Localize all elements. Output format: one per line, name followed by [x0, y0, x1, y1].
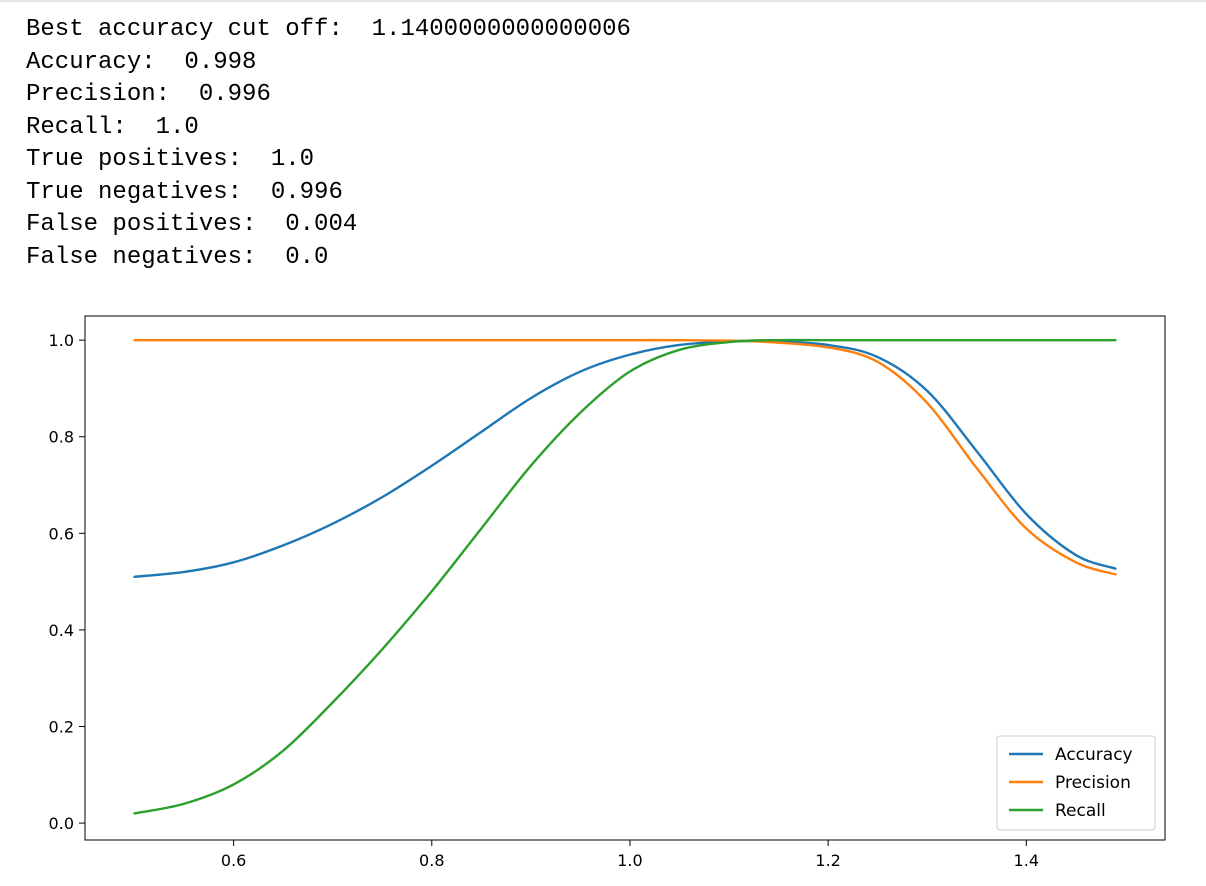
cell-output-text: Best accuracy cut off: 1.140000000000000…: [26, 14, 631, 274]
legend-box: [996, 735, 1156, 831]
x-tick-label: 1.4: [1014, 851, 1039, 870]
x-tick-label: 0.8: [419, 851, 444, 870]
output-true-positives: True positives: 1.0: [26, 146, 315, 173]
output-best-cutoff: Best accuracy cut off: 1.140000000000000…: [26, 16, 631, 43]
y-tick-label: 0.2: [49, 718, 74, 737]
y-tick-label: 0.4: [49, 621, 74, 640]
x-tick-label: 0.6: [221, 851, 246, 870]
output-false-negatives: False negatives: 0.0: [26, 243, 329, 271]
legend: Accuracy Precision Recall: [996, 735, 1156, 831]
y-axis: 0.0 0.2 0.4 0.6 0.8 1.0: [49, 331, 85, 833]
series-line-accuracy: [133, 339, 1117, 578]
legend-label-accuracy: Accuracy: [1055, 745, 1133, 765]
x-tick-label: 1.2: [815, 851, 840, 870]
series-line-recall: [133, 338, 1117, 815]
output-top-border: [0, 0, 1206, 2]
legend-label-precision: Precision: [1055, 773, 1131, 793]
x-axis: 0.6 0.8 1.0 1.2 1.4: [221, 840, 1039, 870]
output-precision: Precision: 0.996: [26, 81, 271, 108]
output-recall: Recall: 1.0: [26, 113, 199, 141]
output-accuracy: Accuracy: 0.998: [26, 48, 257, 76]
metrics-line-chart: 0.6 0.8 1.0 1.2 1.4 0.0 0.2 0.4 0.6 0.8 1.0 Accur…: [49, 315, 1166, 870]
y-tick-label: 0.0: [49, 814, 74, 833]
x-tick-label: 1.0: [617, 851, 642, 870]
y-tick-label: 0.8: [49, 428, 74, 447]
legend-label-recall: Recall: [1055, 801, 1106, 821]
series-line-precision: [133, 338, 1117, 576]
series-layer: [133, 338, 1117, 815]
output-true-negatives: True negatives: 0.996: [26, 178, 343, 206]
y-tick-label: 1.0: [49, 331, 74, 350]
axes-frame: [84, 315, 1166, 841]
output-false-positives: False positives: 0.004: [26, 211, 358, 238]
y-tick-label: 0.6: [49, 524, 74, 543]
